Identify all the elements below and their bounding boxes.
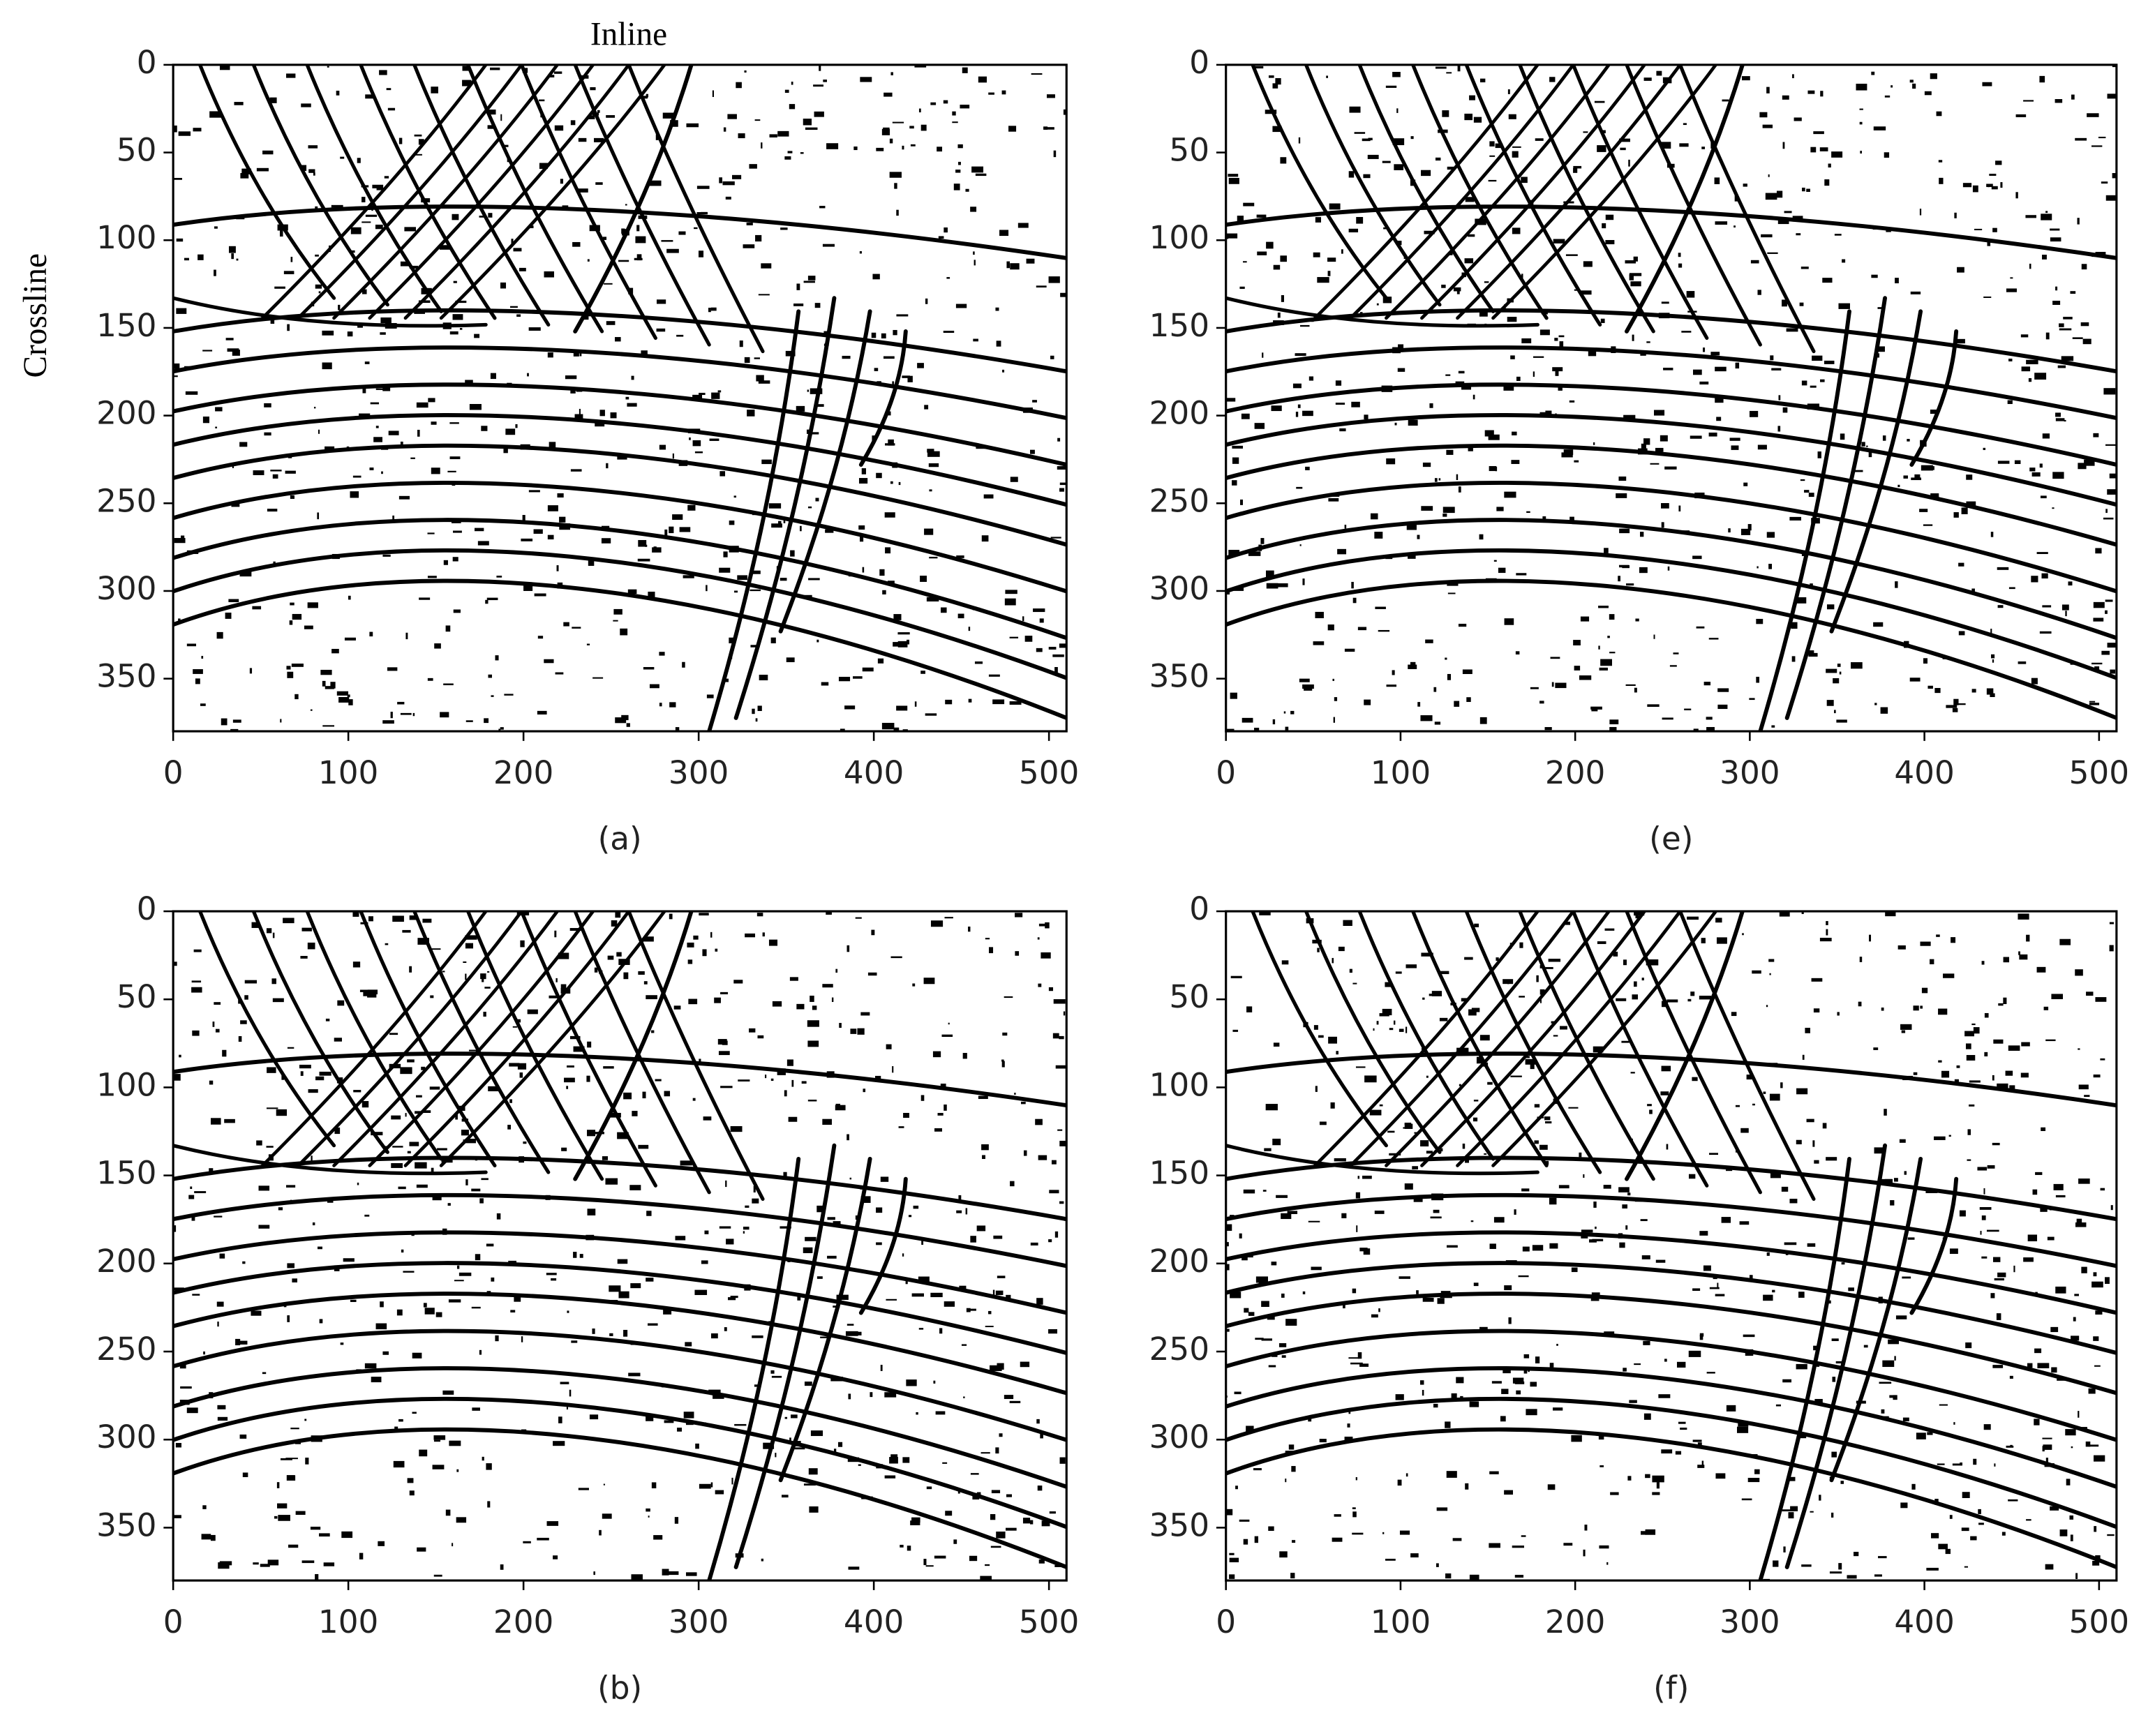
panel: 0 100 200 300 400 500 0 50 100 150 200 250 300 350 (f) — [1149, 890, 2129, 1707]
panel-caption: (a) — [598, 821, 642, 858]
x-tick-label: 300 — [1720, 754, 1780, 791]
panel-caption: (e) — [1649, 821, 1693, 858]
y-tick-label: 350 — [1149, 658, 1209, 695]
y-axis-label: Crossline — [17, 253, 54, 378]
x-tick-label: 400 — [1894, 754, 1954, 791]
x-tick-label: 500 — [2069, 754, 2129, 791]
y-tick-label: 250 — [96, 482, 156, 519]
y-tick-label: 200 — [96, 395, 156, 432]
x-tick-label: 400 — [1894, 1603, 1954, 1640]
axes-frame — [1225, 910, 2118, 1582]
panel: 0 100 200 300 400 500 0 50 100 150 200 250 300 350 (b) — [96, 890, 1079, 1707]
y-tick-label: 0 — [1189, 44, 1209, 81]
y-tick-label: 250 — [1149, 482, 1209, 519]
y-tick-label: 350 — [96, 1506, 156, 1543]
x-tick-label: 200 — [1545, 1603, 1605, 1640]
x-tick-label: 100 — [318, 1603, 378, 1640]
x-tick-label: 100 — [1371, 754, 1431, 791]
y-tick-label: 50 — [117, 132, 157, 169]
y-tick-label: 100 — [1149, 1066, 1209, 1103]
y-tick-label: 200 — [1149, 395, 1209, 432]
y-tick-label: 0 — [137, 44, 157, 81]
y-tick-label: 0 — [137, 890, 157, 927]
y-tick-label: 50 — [1169, 978, 1209, 1015]
x-tick-label: 200 — [1545, 754, 1605, 791]
x-tick-label: 0 — [163, 754, 184, 791]
y-tick-label: 300 — [96, 1419, 156, 1456]
panel-caption: (b) — [597, 1670, 642, 1707]
y-tick-label: 150 — [1149, 307, 1209, 344]
axes-frame — [1225, 63, 2118, 733]
x-tick-label: 300 — [669, 1603, 729, 1640]
x-tick-label: 500 — [1019, 754, 1079, 791]
y-tick-label: 100 — [96, 1066, 156, 1103]
x-tick-label: 400 — [844, 1603, 904, 1640]
y-tick-label: 150 — [96, 307, 156, 344]
y-tick-label: 100 — [96, 219, 156, 256]
axes-frame — [172, 910, 1068, 1582]
x-tick-label: 100 — [1371, 1603, 1431, 1640]
y-tick-label: 150 — [96, 1155, 156, 1192]
seismic-image — [1225, 911, 2117, 1581]
x-tick-label: 200 — [493, 754, 553, 791]
seismic-image — [1225, 64, 2117, 732]
y-tick-label: 150 — [1149, 1155, 1209, 1192]
x-tick-label: 300 — [669, 754, 729, 791]
x-tick-label: 500 — [1019, 1603, 1079, 1640]
y-tick-label: 0 — [1189, 890, 1209, 927]
panel: 0 100 200 300 400 500 0 50 100 150 200 250 300 350 (a)… — [17, 16, 1079, 857]
x-tick-label: 400 — [844, 754, 904, 791]
seismic-image — [173, 911, 1067, 1581]
y-tick-label: 50 — [1169, 132, 1209, 169]
x-tick-label: 300 — [1720, 1603, 1780, 1640]
panel: 0 100 200 300 400 500 0 50 100 150 200 250 300 350 (e) — [1149, 44, 2129, 858]
y-tick-label: 50 — [117, 978, 157, 1015]
y-tick-label: 300 — [1149, 570, 1209, 607]
seismic-image — [173, 64, 1067, 732]
x-tick-label: 0 — [1216, 754, 1236, 791]
x-tick-label: 200 — [493, 1603, 553, 1640]
x-tick-label: 0 — [163, 1603, 184, 1640]
y-tick-label: 250 — [1149, 1331, 1209, 1368]
panel-caption: (f) — [1653, 1670, 1689, 1707]
y-tick-label: 100 — [1149, 219, 1209, 256]
y-tick-label: 300 — [1149, 1419, 1209, 1456]
y-tick-label: 200 — [96, 1243, 156, 1280]
x-tick-label: 100 — [318, 754, 378, 791]
y-tick-label: 350 — [96, 658, 156, 695]
y-tick-label: 200 — [1149, 1243, 1209, 1280]
x-tick-label: 500 — [2069, 1603, 2129, 1640]
y-tick-label: 300 — [96, 570, 156, 607]
y-tick-label: 350 — [1149, 1506, 1209, 1543]
x-tick-label: 0 — [1216, 1603, 1236, 1640]
y-tick-label: 250 — [96, 1331, 156, 1368]
axes-frame — [172, 63, 1068, 733]
x-axis-label: Inline — [590, 16, 667, 52]
